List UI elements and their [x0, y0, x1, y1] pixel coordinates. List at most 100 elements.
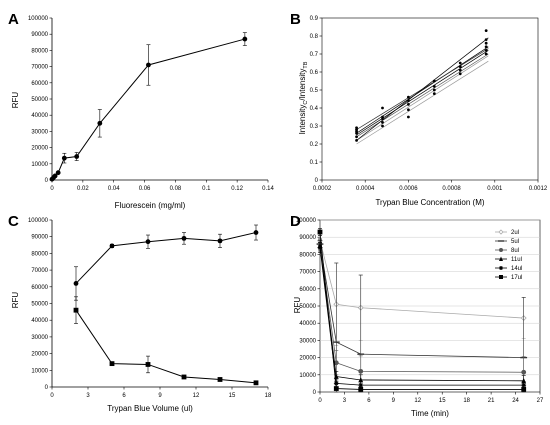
y-tick-label: 60000	[299, 287, 316, 293]
data-point	[242, 36, 248, 42]
x-tick-label: 24	[512, 398, 519, 404]
x-tick-label: 6	[122, 393, 126, 399]
data-point	[253, 380, 259, 386]
chart-c-axes: 0 3 6 9 12 15 18 0 10000 20000 30000 40000 50000 6000…	[28, 218, 272, 399]
x-tick-label: 0.12	[231, 186, 243, 192]
y-tick-label: 90000	[31, 32, 48, 38]
x-tick-label: 9	[392, 398, 396, 404]
y-tick-label: 40000	[31, 318, 48, 324]
data-point	[407, 108, 410, 112]
chart-b-points	[355, 29, 488, 142]
data-point	[381, 124, 384, 128]
x-tick-label: 0	[318, 398, 322, 404]
data-point	[355, 135, 358, 139]
data-point	[407, 103, 410, 106]
chart-b-fits	[356, 37, 489, 145]
y-tick-label: 60000	[31, 81, 48, 87]
data-point	[484, 41, 488, 45]
data-point	[358, 387, 364, 392]
data-point	[55, 170, 61, 176]
y-tick-label: 0	[313, 390, 317, 396]
data-point	[499, 248, 503, 252]
data-point	[498, 229, 504, 235]
chart-d-axes: 0 3 6 9 12 15 18 21 24 27 0 10000 20000 30000 40000 500…	[296, 218, 544, 404]
panel-label-d: D	[290, 213, 301, 230]
data-point	[484, 38, 488, 41]
x-tick-label: 6	[367, 398, 371, 404]
legend-label: 8ul	[511, 248, 519, 254]
chart-d-series-4	[317, 242, 527, 389]
y-tick-label: 0	[315, 178, 319, 184]
data-point	[499, 256, 503, 261]
x-tick-label: 0.08	[170, 186, 182, 192]
plot-layer: 0 0.02 0.04 0.06 0.08 0.1 0.12 0.14 0 10000 20000 3…	[28, 16, 548, 404]
data-point	[407, 99, 410, 103]
series-line	[319, 244, 524, 358]
data-point	[458, 61, 462, 65]
data-point	[521, 387, 527, 392]
legend-label: 11ul	[511, 257, 522, 263]
chart-a-xlabel: Fluorescein (mg/ml)	[115, 201, 186, 210]
data-point	[317, 245, 323, 250]
chart-c-series-1	[73, 296, 259, 386]
data-point	[109, 361, 115, 367]
y-tick-label: 80000	[31, 48, 48, 54]
data-point	[381, 121, 384, 124]
x-tick-label: 3	[343, 398, 347, 404]
y-tick-label: 0.5	[310, 88, 319, 94]
x-tick-label: 0.14	[262, 186, 274, 192]
y-tick-label: 10000	[299, 373, 316, 379]
x-tick-label: 0.0012	[529, 186, 548, 192]
y-tick-label: 50000	[31, 97, 48, 103]
data-point	[432, 92, 436, 95]
y-tick-label: 90000	[299, 235, 316, 241]
x-tick-label: 0.1	[202, 186, 211, 192]
x-tick-label: 0.0004	[356, 186, 375, 192]
chart-b-ylabel-sub1: C	[303, 101, 309, 105]
panel-label-a: A	[8, 11, 19, 28]
data-point	[73, 307, 79, 313]
y-tick-label: 100000	[28, 218, 49, 224]
fit-line	[356, 55, 489, 141]
data-point	[358, 377, 364, 383]
x-tick-label: 0.02	[77, 186, 89, 192]
x-tick-label: 3	[86, 393, 90, 399]
chart-b-ylabel-mid: /Intensity	[298, 69, 307, 101]
data-point	[521, 369, 527, 375]
data-point	[355, 126, 358, 130]
data-point	[484, 52, 488, 56]
y-tick-label: 70000	[31, 65, 48, 71]
x-tick-label: 0.06	[139, 186, 151, 192]
chart-d-series-1	[316, 238, 528, 393]
data-point	[61, 155, 67, 161]
chart-d-ylabel: RFU	[293, 297, 302, 314]
chart-c-ylabel: RFU	[11, 292, 20, 309]
data-point	[484, 29, 488, 32]
chart-c-series-0	[73, 224, 259, 301]
fit-line	[356, 53, 489, 138]
y-tick-label: 0.4	[310, 106, 319, 112]
data-point	[499, 275, 503, 279]
data-point	[333, 381, 339, 386]
chart-d-series-2	[317, 238, 527, 389]
x-tick-label: 0.0008	[442, 186, 461, 192]
y-tick-label: 10000	[31, 368, 48, 374]
data-point	[217, 377, 223, 382]
fit-line	[356, 60, 489, 145]
chart-d-series-0	[317, 235, 527, 346]
plot-frame	[321, 17, 539, 181]
x-tick-label: 0.0006	[399, 186, 418, 192]
data-point	[521, 382, 527, 388]
y-tick-label: 10000	[31, 162, 48, 168]
x-tick-label: 0.0002	[313, 186, 332, 192]
data-point	[253, 230, 259, 235]
chart-b-ylabel: IntensityC/IntensityTB	[298, 61, 309, 134]
data-point	[407, 115, 410, 119]
y-tick-label: 20000	[31, 146, 48, 152]
fit-line	[356, 46, 489, 134]
legend-label: 5ul	[511, 239, 519, 245]
y-tick-label: 100000	[28, 16, 49, 22]
data-point	[73, 281, 79, 286]
x-tick-label: 0	[50, 393, 54, 399]
y-tick-label: 80000	[31, 251, 48, 257]
